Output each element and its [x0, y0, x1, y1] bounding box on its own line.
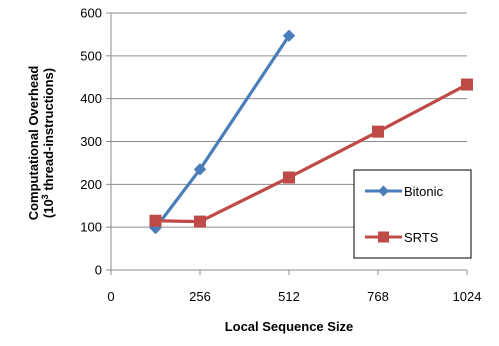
legend-label-srts: SRTS	[404, 230, 439, 245]
y-tick-labels: 0 100 200 300 400 500 600	[80, 6, 102, 278]
data-point	[461, 78, 473, 91]
y-axis-title: Computational Overhead (103 thread-instr…	[26, 66, 56, 221]
y-tick-label: 200	[80, 177, 102, 192]
data-point	[149, 214, 162, 227]
y-tick-label: 100	[80, 220, 102, 235]
data-point	[194, 215, 206, 228]
y-axis-title-line1: Computational Overhead	[26, 66, 41, 221]
series-bitonic	[149, 29, 296, 235]
series-srts	[149, 78, 473, 228]
legend-marker-srts	[378, 231, 389, 243]
data-point	[282, 29, 296, 42]
y-axis-title-line2: (103 thread-instructions)	[40, 68, 56, 218]
x-axis-title: Local Sequence Size	[225, 319, 354, 334]
series-line	[154, 34, 291, 229]
data-point	[372, 125, 384, 138]
y-axis-title-superscript: 3	[40, 194, 50, 199]
y-tick-label: 300	[80, 134, 102, 149]
x-tick-label: 0	[107, 289, 114, 304]
legend: Bitonic SRTS	[353, 169, 472, 259]
legend-box	[353, 169, 472, 259]
x-tick-labels: 0 256 512 768 1024	[107, 289, 481, 304]
y-axis-title-suffix: thread-instructions)	[41, 68, 56, 194]
axes	[110, 13, 468, 275]
legend-label-bitonic: Bitonic	[404, 184, 444, 199]
x-tick-label: 256	[189, 289, 211, 304]
y-tick-label: 500	[80, 48, 102, 63]
y-axis-title-prefix: (10	[41, 199, 56, 218]
y-tick-label: 400	[80, 91, 102, 106]
y-tick-label: 0	[95, 263, 102, 278]
data-point	[283, 171, 295, 184]
legend-marker-bitonic	[378, 185, 389, 197]
y-tick-label: 600	[80, 6, 102, 21]
series-layer	[149, 29, 473, 235]
data-point	[193, 163, 207, 176]
x-tick-label: 1024	[453, 289, 482, 304]
x-tick-label: 768	[367, 289, 389, 304]
x-tick-label: 512	[278, 289, 300, 304]
